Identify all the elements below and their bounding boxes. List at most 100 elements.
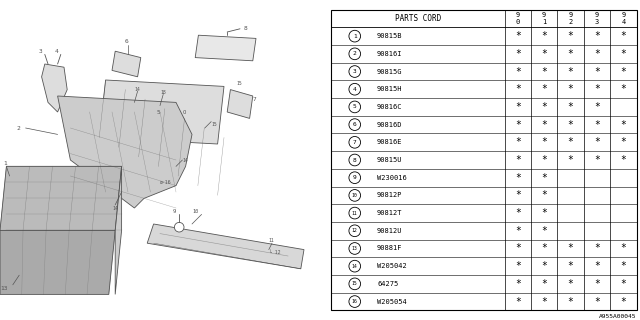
Text: 3: 3: [595, 19, 599, 25]
Text: 90881F: 90881F: [377, 245, 403, 252]
Text: 4: 4: [353, 87, 356, 92]
Text: *: *: [541, 84, 547, 94]
Text: *: *: [568, 31, 573, 41]
Text: *: *: [515, 102, 521, 112]
Text: 90816C: 90816C: [377, 104, 403, 110]
Text: 6: 6: [125, 39, 129, 44]
Text: 10: 10: [352, 193, 358, 198]
Text: └ 12: └ 12: [269, 250, 280, 255]
Text: 90815H: 90815H: [377, 86, 403, 92]
Text: 90816E: 90816E: [377, 139, 403, 145]
Text: 9: 9: [516, 12, 520, 19]
Text: 9: 9: [542, 12, 547, 19]
Text: 90812U: 90812U: [377, 228, 403, 234]
Text: W205042: W205042: [377, 263, 407, 269]
Text: *: *: [515, 173, 521, 183]
Text: *: *: [594, 155, 600, 165]
Polygon shape: [0, 230, 115, 294]
Text: 14: 14: [352, 264, 358, 269]
Text: *: *: [515, 190, 521, 200]
Text: 5: 5: [353, 104, 356, 109]
Text: *: *: [594, 84, 600, 94]
Text: *: *: [515, 137, 521, 147]
Text: *: *: [621, 84, 627, 94]
Text: PARTS CORD: PARTS CORD: [395, 14, 441, 23]
Text: 90815U: 90815U: [377, 157, 403, 163]
Text: *: *: [541, 137, 547, 147]
Text: 11: 11: [352, 211, 358, 216]
Polygon shape: [195, 35, 256, 61]
Text: *: *: [621, 244, 627, 253]
Text: 5: 5: [157, 109, 161, 115]
Text: 3: 3: [353, 69, 356, 74]
Text: 12: 12: [352, 228, 358, 233]
Text: O: O: [182, 109, 186, 115]
Polygon shape: [42, 64, 67, 112]
Text: *: *: [515, 49, 521, 59]
Text: *: *: [621, 279, 627, 289]
Text: *: *: [594, 31, 600, 41]
Text: *: *: [594, 120, 600, 130]
Polygon shape: [147, 224, 304, 269]
Text: *: *: [621, 31, 627, 41]
Text: 14: 14: [134, 87, 140, 92]
Text: 1: 1: [353, 34, 356, 39]
Text: *: *: [568, 102, 573, 112]
Polygon shape: [115, 166, 122, 294]
Text: *: *: [568, 84, 573, 94]
Text: *: *: [621, 155, 627, 165]
Text: *: *: [621, 67, 627, 76]
Text: *: *: [621, 261, 627, 271]
Text: 1: 1: [3, 161, 7, 166]
Text: 90812T: 90812T: [377, 210, 403, 216]
Text: 90815B: 90815B: [377, 33, 403, 39]
Text: *: *: [541, 155, 547, 165]
Text: 11: 11: [269, 237, 275, 243]
Polygon shape: [227, 90, 253, 118]
Text: 90816I: 90816I: [377, 51, 403, 57]
Text: *: *: [568, 297, 573, 307]
Text: *: *: [594, 297, 600, 307]
Text: 2: 2: [353, 51, 356, 56]
Text: 9: 9: [173, 209, 176, 214]
Text: 13: 13: [0, 285, 8, 291]
Text: *: *: [594, 244, 600, 253]
Text: 2: 2: [16, 125, 20, 131]
Text: *: *: [515, 261, 521, 271]
Text: *: *: [515, 155, 521, 165]
Text: 4: 4: [54, 49, 58, 54]
Text: *: *: [515, 244, 521, 253]
Text: 90815G: 90815G: [377, 68, 403, 75]
Text: 9: 9: [568, 12, 573, 19]
Text: *: *: [568, 137, 573, 147]
Text: W230016: W230016: [377, 175, 407, 181]
Text: *: *: [621, 297, 627, 307]
Text: *: *: [594, 261, 600, 271]
Text: ⌀-16: ⌀-16: [160, 180, 172, 185]
Text: 15: 15: [211, 122, 217, 127]
Text: *: *: [541, 67, 547, 76]
Text: *: *: [594, 279, 600, 289]
Text: 6: 6: [353, 122, 356, 127]
Text: *: *: [568, 155, 573, 165]
Text: *: *: [541, 102, 547, 112]
Text: *: *: [541, 279, 547, 289]
Polygon shape: [99, 80, 224, 144]
Text: 7: 7: [353, 140, 356, 145]
Text: 15: 15: [352, 281, 358, 286]
Polygon shape: [58, 96, 192, 208]
Text: *: *: [568, 261, 573, 271]
Text: 64275: 64275: [377, 281, 398, 287]
Text: *: *: [621, 120, 627, 130]
Text: *: *: [541, 190, 547, 200]
Text: *: *: [541, 31, 547, 41]
Text: 8: 8: [243, 26, 247, 31]
Text: *: *: [594, 102, 600, 112]
Text: 9: 9: [621, 12, 626, 19]
Text: *: *: [541, 120, 547, 130]
Text: 16: 16: [352, 299, 358, 304]
Text: 14: 14: [182, 157, 188, 163]
Text: 90816D: 90816D: [377, 122, 403, 128]
Text: *: *: [541, 261, 547, 271]
Text: *: *: [515, 297, 521, 307]
